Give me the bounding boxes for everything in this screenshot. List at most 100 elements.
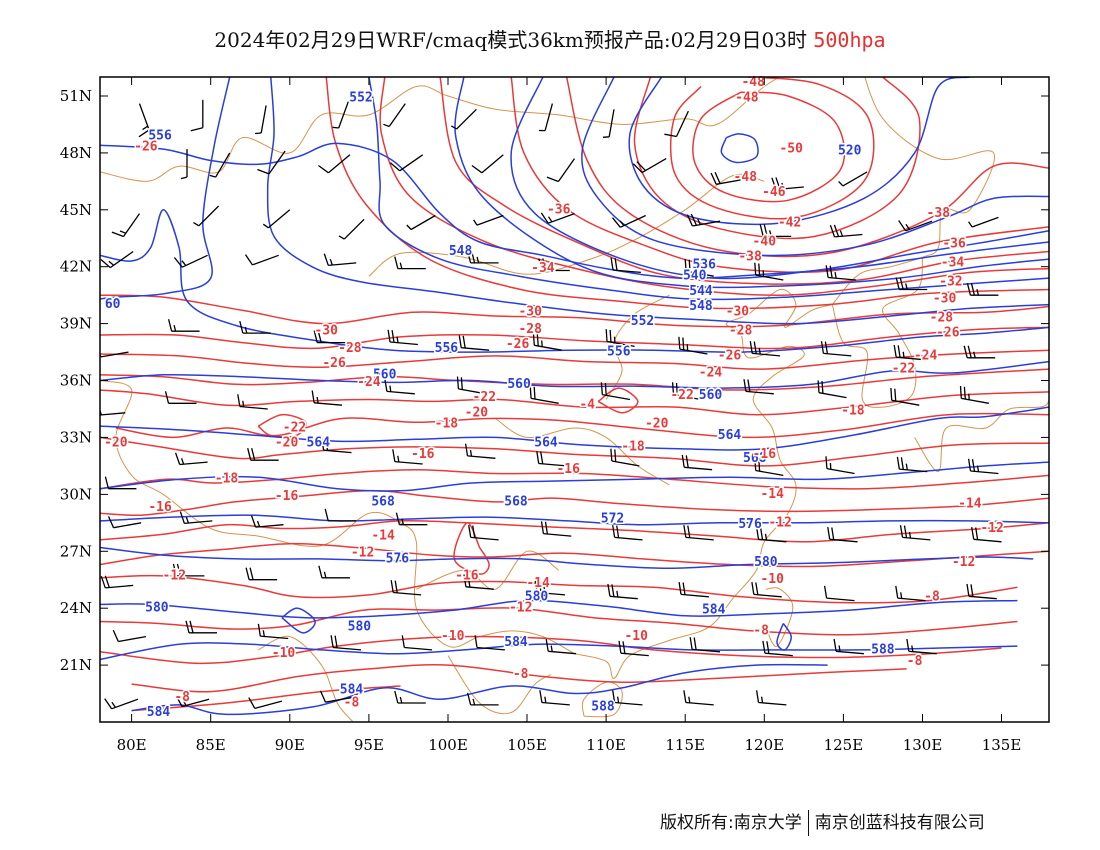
height-contour-label: 564 (718, 428, 742, 443)
copyright-left: 版权所有:南京大学 (660, 813, 802, 833)
temperature-contour-label: -8 (174, 690, 190, 705)
latitude-label: 36N (60, 372, 92, 390)
temperature-contour-label: -28 (729, 324, 753, 339)
temperature-contour-label: -48 (734, 170, 758, 185)
longitude-label: 115E (665, 736, 705, 754)
temperature-contour-label: -32 (939, 274, 962, 289)
height-contour-label: 548 (689, 299, 713, 314)
latitude-label: 51N (60, 87, 92, 105)
temperature-contour-label: -42 (778, 216, 801, 231)
temperature-contour-label: -14 (526, 576, 550, 591)
longitude-label: 100E (428, 736, 468, 754)
temperature-contour-label: -20 (104, 436, 128, 451)
longitude-labels: 80E 85E 90E 95E 100E 105E 110E 115E 120E 125E 130E… (117, 736, 1022, 754)
latitude-label: 21N (60, 656, 92, 674)
temperature-contour-label: -20 (645, 417, 669, 432)
temperature-contour-label: -48 (741, 75, 765, 90)
temperature-contour-label: -16 (275, 489, 299, 504)
latitude-label: 24N (60, 599, 92, 617)
title-main: 2024年02月29日WRF/cmaq模式36km预报产品:02月29日03时 (214, 28, 807, 52)
longitude-label: 95E (354, 736, 384, 754)
temperature-contour-label: -8 (924, 589, 940, 604)
temperature-contour-label: -24 (357, 375, 381, 390)
longitude-label: 90E (275, 736, 305, 754)
temperature-contour-label: -26 (134, 140, 158, 155)
temperature-contour-label: -16 (148, 500, 172, 515)
longitude-label: 125E (824, 736, 864, 754)
height-contour-label: 580 (145, 601, 169, 616)
temperature-contour-label: -14 (760, 487, 784, 502)
map-title: 2024年02月29日WRF/cmaq模式36km预报产品:02月29日03时 … (0, 24, 1100, 53)
temperature-contour-label: -36 (547, 202, 571, 217)
temperature-contour-label: -20 (275, 436, 299, 451)
temperature-contour-label: -12 (952, 555, 975, 570)
temperature-contour-label: -50 (779, 142, 803, 157)
temperature-contour-label: -10 (624, 629, 648, 644)
height-contour-label: 568 (371, 494, 395, 509)
temperature-contour-label: -34 (531, 261, 555, 276)
temperature-contour-label: -10 (760, 572, 784, 587)
temperature-contour-label: -18 (621, 439, 645, 454)
temperature-contour-label: -26 (718, 348, 742, 363)
longitude-label: 110E (586, 736, 626, 754)
copyright-divider (807, 810, 809, 836)
latitude-label: 48N (60, 144, 92, 162)
height-contour-label: 584 (147, 705, 171, 720)
copyright: 版权所有:南京大学 南京创蓝科技有限公司 (660, 808, 985, 836)
temperature-contours (100, 77, 1049, 712)
height-contour-label: 552 (349, 90, 372, 105)
temperature-labels: -48-48-50-48-46-26-36 -38-42-40-38-36-34-… (103, 74, 1006, 712)
temperature-contour-label: -20 (465, 405, 489, 420)
height-contour-label: 564 (534, 436, 558, 451)
temperature-contour-label: -8 (907, 654, 923, 669)
height-contour-label: 584 (702, 603, 726, 618)
temperature-contour-label: -26 (322, 356, 346, 371)
temperature-contour-label: -16 (753, 447, 777, 462)
height-contour-label: 588 (591, 699, 615, 714)
temperature-contour-label: -34 (941, 255, 965, 270)
temperature-contour-label: -28 (338, 341, 362, 356)
height-contour-label: 576 (738, 517, 762, 532)
height-contour-label: 544 (689, 284, 713, 299)
longitude-label: 130E (903, 736, 943, 754)
temperature-contour-label: -16 (411, 447, 435, 462)
height-contour-label: 556 (435, 341, 459, 356)
temperature-contour-label: -24 (914, 348, 938, 363)
temperature-contour-label: -40 (753, 235, 777, 250)
height-contour-label: 568 (743, 451, 767, 466)
height-contour-label: 580 (754, 555, 778, 570)
height-contour-label: 560 (507, 377, 531, 392)
latitude-label: 33N (60, 428, 92, 446)
temperature-contour-label: -30 (933, 292, 957, 307)
latitude-label: 30N (60, 485, 92, 503)
temperature-contour-label: -22 (473, 390, 496, 405)
longitude-label: 85E (196, 736, 226, 754)
axis-ticks (100, 77, 1049, 722)
temperature-contour-label: -16 (455, 568, 479, 583)
temperature-contour-label: -16 (556, 462, 580, 477)
temperature-contour-label: -4 (579, 398, 595, 413)
temperature-contour-label: -14 (958, 496, 982, 511)
longitude-label: 105E (507, 736, 547, 754)
height-contour-label: 540 (683, 269, 707, 284)
temperature-contour-label: -36 (942, 236, 966, 251)
height-contour-label: 584 (340, 682, 364, 697)
height-contour-label: 580 (525, 589, 549, 604)
temperature-contour-label: -8 (753, 623, 769, 638)
height-contour-label: 572 (601, 512, 624, 527)
temperature-contour-label: -14 (371, 529, 395, 544)
latitude-label: 39N (60, 315, 92, 333)
temperature-contour-label: -22 (670, 388, 693, 403)
temperature-contour-label: -12 (509, 601, 532, 616)
longitude-label: 135E (982, 736, 1022, 754)
height-contour-label: 560 (699, 388, 723, 403)
temperature-contour-label: -18 (215, 472, 239, 487)
temperature-contour-label: -12 (768, 515, 791, 530)
height-contour-label: 576 (386, 551, 410, 566)
temperature-contour-label: -30 (726, 305, 750, 320)
temperature-contour-label: -28 (930, 310, 954, 325)
latitude-label: 42N (60, 258, 92, 276)
temperature-contour-label: -26 (506, 337, 530, 352)
temperature-contour-label: -10 (272, 646, 296, 661)
